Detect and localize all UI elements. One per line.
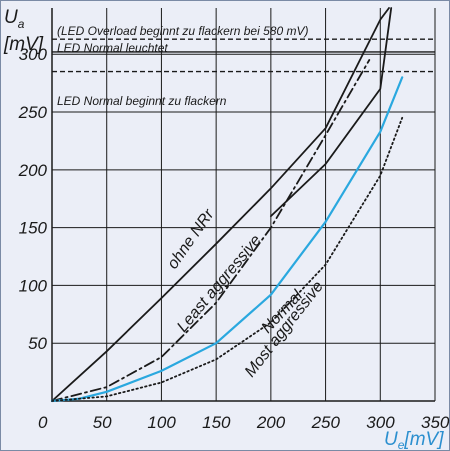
- y-tick-label: 150: [19, 219, 48, 238]
- annotation-normal-on: LED Normal leuchtet: [57, 41, 168, 55]
- x-tick-label: 200: [256, 413, 286, 432]
- grid-layer: [51, 8, 436, 402]
- series-line-most-aggressive: [51, 116, 404, 402]
- tick-labels: 0 50 100 150 200 250 300 350 50 100 150 200 250 300: [18, 45, 450, 432]
- y-axis-unit: [mV]: [3, 34, 44, 55]
- x-tick-label: 250: [311, 413, 341, 432]
- series-label-ohne-nrr: ohne NRr: [164, 206, 218, 272]
- y-tick-label: 300: [19, 45, 48, 64]
- series-layer: [50, 7, 404, 403]
- x-tick-label: 350: [421, 413, 450, 432]
- x-tick-label: 300: [366, 413, 395, 432]
- series-line-least-aggressive: [51, 59, 371, 402]
- annotation-normal-flicker: LED Normal beginnt zu flackern: [57, 94, 227, 108]
- series-line-normal: [50, 76, 404, 403]
- x-tick-label: 150: [202, 413, 231, 432]
- y-tick-label: 50: [28, 334, 47, 353]
- series-label-most-aggressive: Most aggressive: [242, 278, 327, 380]
- x-tick-label: 100: [147, 413, 176, 432]
- x-tick-label: 0: [38, 413, 48, 432]
- reference-lines: [52, 38, 435, 73]
- y-tick-label: 100: [19, 276, 48, 295]
- series-line-extra-4: [269, 7, 393, 218]
- series-line-ohne-nrr: [51, 7, 390, 402]
- y-axis-label: Ua: [4, 7, 25, 31]
- y-tick-label: 200: [18, 161, 48, 180]
- y-tick-label: 250: [18, 103, 48, 122]
- annotation-overload: (LED Overload beginnt zu flackern bei 58…: [57, 24, 308, 38]
- x-axis-label: Ue[mV]: [384, 429, 444, 451]
- x-tick-label: 50: [93, 413, 112, 432]
